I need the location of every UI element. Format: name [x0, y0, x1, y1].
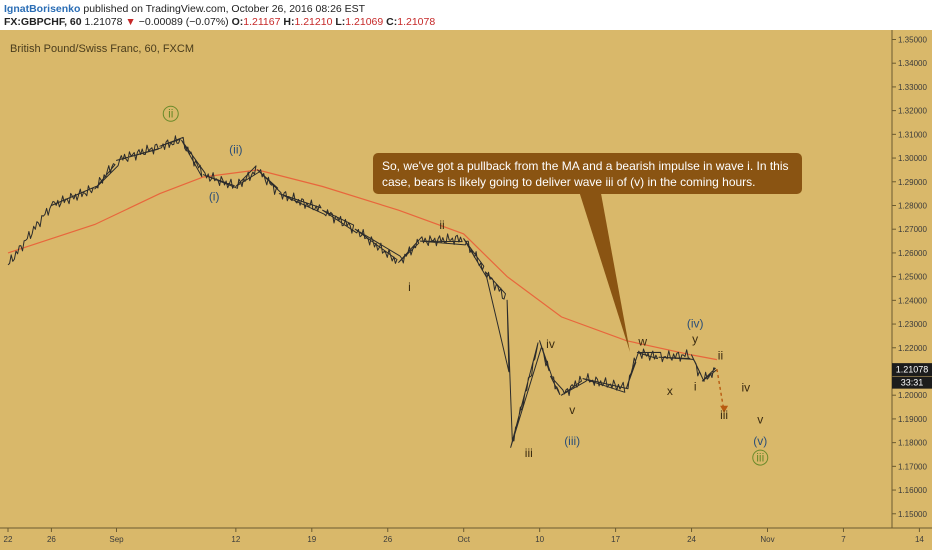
- x-tick-label: 22: [4, 535, 13, 544]
- y-tick-label: 1.24000: [898, 296, 927, 305]
- change-value: −0.00089 (−0.07%): [138, 16, 229, 28]
- y-tick-label: 1.23000: [898, 320, 927, 329]
- callout-text: So, we've got a pullback from the MA and…: [382, 159, 789, 189]
- x-tick-label: Oct: [457, 535, 470, 544]
- y-axis: 1.35000 1.34000 1.33000 1.32000 1.31000 1.300…: [892, 35, 927, 519]
- high-label: H:: [283, 16, 295, 28]
- x-tick-label: Sep: [109, 535, 124, 544]
- close-value: 1.21078: [397, 16, 436, 28]
- wave-label: (ii): [229, 142, 242, 156]
- chart-header: IgnatBorisenko published on TradingView.…: [0, 0, 932, 30]
- x-tick-label: Nov: [760, 535, 774, 544]
- wave-label: v: [757, 413, 763, 427]
- author-link[interactable]: IgnatBorisenko: [4, 3, 81, 15]
- y-tick-label: 1.35000: [898, 35, 927, 44]
- low-value: 1.21069: [345, 16, 384, 28]
- wave-label: i: [694, 379, 697, 393]
- wave-label: ii: [439, 218, 444, 232]
- low-label: L:: [335, 16, 346, 28]
- close-label: C:: [386, 16, 398, 28]
- x-tick-label: 19: [307, 535, 316, 544]
- y-tick-label: 1.19000: [898, 415, 927, 424]
- y-tick-label: 1.27000: [898, 225, 927, 234]
- x-tick-label: 7: [841, 535, 846, 544]
- wave-label: y: [692, 332, 698, 346]
- wave-label: (iv): [687, 317, 704, 331]
- moving-average: [7, 169, 718, 361]
- wave-label: ii: [168, 107, 173, 121]
- y-tick-label: 1.26000: [898, 249, 927, 258]
- y-tick-label: 1.32000: [898, 107, 927, 116]
- y-tick-label: 1.25000: [898, 273, 927, 282]
- y-tick-label: 1.29000: [898, 178, 927, 187]
- y-tick-label: 1.20000: [898, 391, 927, 400]
- x-axis: 2226Sep121926Oct101724Nov71418: [4, 528, 924, 544]
- price-series: [7, 135, 718, 448]
- projection-series: [716, 368, 729, 413]
- y-tick-label: 1.18000: [898, 439, 927, 448]
- open-label: O:: [231, 16, 244, 28]
- countdown-label: 33:31: [901, 378, 924, 388]
- x-tick-label: 17: [611, 535, 620, 544]
- symbol-label: FX:GBPCHF, 60: [4, 16, 82, 28]
- ma-line: [7, 169, 718, 361]
- wave-label-circle: [162, 105, 179, 122]
- x-tick-label: 26: [383, 535, 392, 544]
- wave-label: iii: [525, 446, 533, 460]
- last-price-marker: 1.21078 33:31: [892, 363, 932, 389]
- callout-pointer: [578, 188, 630, 352]
- y-tick-label: 1.31000: [898, 130, 927, 139]
- wave-label: iii: [720, 408, 728, 422]
- wave-label: ii: [718, 349, 723, 363]
- last-price-label: 1.21078: [896, 365, 929, 375]
- chart-title: British Pound/Swiss Franc, 60, FXCM: [10, 43, 194, 55]
- price-line: [7, 135, 718, 448]
- projection-arrowhead: [720, 405, 729, 413]
- wave-label: v: [569, 403, 575, 417]
- y-tick-label: 1.34000: [898, 59, 927, 68]
- high-value: 1.21210: [294, 16, 333, 28]
- countdown-box: [892, 376, 932, 389]
- y-tick-label: 1.33000: [898, 83, 927, 92]
- y-tick-label: 1.30000: [898, 154, 927, 163]
- x-tick-label: 10: [535, 535, 544, 544]
- wave-label-circle: [752, 449, 769, 466]
- price-chart[interactable]: British Pound/Swiss Franc, 60, FXCM 1.35…: [0, 30, 932, 550]
- wave-label: (v): [753, 434, 767, 448]
- x-tick-label: 26: [47, 535, 56, 544]
- down-arrow-icon: ▼: [125, 16, 136, 28]
- plot-background: [0, 30, 932, 550]
- y-tick-label: 1.16000: [898, 486, 927, 495]
- x-tick-label: 12: [231, 535, 240, 544]
- wave-label: w: [637, 334, 647, 348]
- wave-label: (i): [209, 190, 220, 204]
- y-tick-label: 1.15000: [898, 510, 927, 519]
- x-tick-label: 14: [915, 535, 924, 544]
- y-tick-label: 1.22000: [898, 344, 927, 353]
- publish-info: published on TradingView.com, October 26…: [83, 3, 366, 15]
- y-tick-label: 1.17000: [898, 462, 927, 471]
- quote-line: FX:GBPCHF, 60 1.21078 ▼ −0.00089 (−0.07%…: [4, 16, 435, 28]
- projection-line: [716, 368, 725, 412]
- wave-label: iv: [546, 337, 555, 351]
- wave-label: iii: [756, 451, 764, 465]
- wave-label: i: [408, 280, 411, 294]
- callout-box: [373, 153, 802, 194]
- wave-label: x: [667, 384, 673, 398]
- wave-label: (iii): [564, 434, 580, 448]
- publish-line: IgnatBorisenko published on TradingView.…: [4, 3, 365, 15]
- y-tick-label: 1.28000: [898, 201, 927, 210]
- wave-label: iv: [741, 381, 750, 395]
- open-value: 1.21167: [243, 16, 281, 28]
- last-price-value: 1.21078: [84, 16, 123, 28]
- x-tick-label: 24: [687, 535, 696, 544]
- last-price-box: [892, 363, 932, 377]
- callout: So, we've got a pullback from the MA and…: [373, 153, 802, 352]
